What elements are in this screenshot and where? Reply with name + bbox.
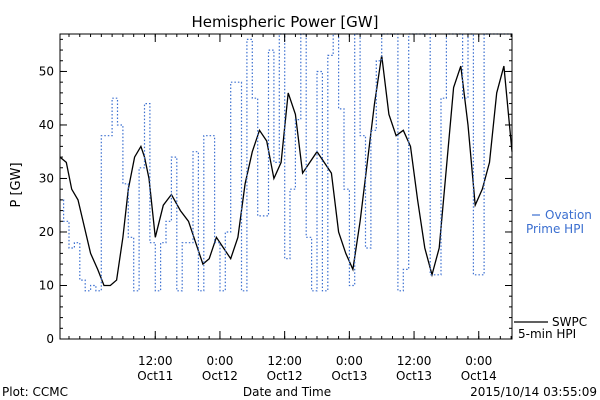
chart-title: Hemispheric Power [GW] (192, 13, 379, 31)
legend-label-swpc-hpi: SWPC (552, 315, 587, 329)
y-tick-label: 20 (39, 225, 54, 239)
x-tick-sublabel: Oct13 (331, 369, 367, 383)
y-tick-label: 10 (39, 278, 54, 292)
series-line-ovation-prime-hpi (60, 33, 512, 292)
legend-label-ovation-prime-hpi-line2: Prime HPI (526, 222, 584, 236)
x-tick-sublabel: Oct12 (202, 369, 238, 383)
x-tick-sublabel: Oct14 (461, 369, 497, 383)
legend-label-swpc-hpi-line2: 5-min HPI (518, 327, 576, 341)
footer-plot-credit: Plot: CCMC (2, 385, 68, 399)
x-tick-label: 0:00 (206, 354, 233, 368)
y-tick-label: 50 (39, 64, 54, 78)
x-tick-label: 12:00 (138, 354, 173, 368)
x-tick-sublabel: Oct11 (137, 369, 173, 383)
x-tick-label: 12:00 (397, 354, 432, 368)
y-tick-label: 0 (46, 332, 54, 346)
x-tick-label: 0:00 (465, 354, 492, 368)
x-tick-sublabel: Oct12 (267, 369, 303, 383)
series-line-swpc-hpi (59, 55, 513, 287)
x-tick-label: 12:00 (267, 354, 302, 368)
y-axis-label: P [GW] (9, 162, 24, 207)
plot-frame (59, 33, 513, 340)
footer-timestamp: 2015/10/14 03:55:09 (470, 385, 597, 399)
y-tick-label: 40 (39, 118, 54, 132)
axes: 0102030405012:00Oct110:00Oct1212:00Oct12… (39, 33, 513, 383)
x-tick-label: 0:00 (336, 354, 363, 368)
x-axis-label: Date and Time (243, 385, 331, 399)
y-tick-label: 30 (39, 171, 54, 185)
plot-area (59, 33, 513, 292)
x-tick-sublabel: Oct13 (396, 369, 432, 383)
legend-label-ovation-prime-hpi: Ovation (545, 208, 592, 222)
